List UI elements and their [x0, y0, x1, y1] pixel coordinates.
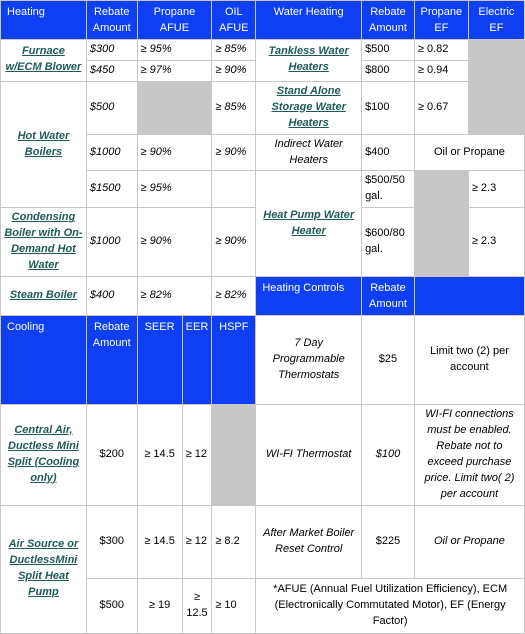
propane-afue-value: ≥ 82% — [137, 277, 212, 315]
rebate-value: $500 — [86, 578, 137, 633]
oil-afue-value: ≥ 90% — [212, 60, 256, 81]
hot-water-boilers-link[interactable]: Hot Water Boilers — [17, 129, 70, 158]
rebate-value: $100 — [362, 404, 414, 505]
empty-grey-cell — [137, 81, 212, 134]
condensing-boiler-link[interactable]: Condensing Boiler with On-Demand Hot Wat… — [4, 211, 83, 272]
empty-grey-cell — [212, 404, 256, 505]
wifi-note: WI-FI connections must be enabled. Rebat… — [414, 404, 524, 505]
rebate-value: $500/50 gal. — [362, 171, 414, 208]
propane-afue-value: ≥ 95% — [137, 39, 212, 60]
propane-afue-value: ≥ 97% — [137, 60, 212, 81]
water-rebate-header: Rebate Amount — [362, 1, 414, 39]
hspf-header: HSPF — [212, 315, 256, 404]
tankless-cell[interactable]: Tankless Water Heaters — [256, 39, 362, 81]
empty-grey-cell — [468, 81, 524, 134]
propane-afue-header: Propane AFUE — [137, 1, 212, 39]
rebate-value: $300 — [86, 505, 137, 578]
propane-afue-value: ≥ 90% — [137, 208, 212, 277]
storage-cell[interactable]: Stand Alone Storage Water Heaters — [256, 81, 362, 134]
programmable-thermostat-label: 7 Day Programmable Thermostats — [256, 315, 362, 404]
water-heating-header: Water Heating — [256, 1, 362, 39]
empty-grey-cell — [414, 171, 468, 208]
furnace-cell[interactable]: Furnace w/ECM Blower — [1, 39, 86, 81]
electric-ef-header: Electric EF — [468, 1, 524, 39]
oil-afue-value: ≥ 90% — [212, 208, 256, 277]
oil-afue-value: ≥ 85% — [212, 39, 256, 60]
empty-grey-cell — [468, 39, 524, 60]
central-air-cell[interactable]: Central Air, Ductless Mini Split (Coolin… — [1, 404, 86, 505]
fuel-note: Oil or Propane — [414, 505, 524, 578]
fuel-value: Oil or Propane — [414, 134, 524, 171]
wifi-thermostat-label: WI-FI Thermostat — [256, 404, 362, 505]
rebate-value: $400 — [362, 134, 414, 171]
propane-afue-value: ≥ 95% — [137, 171, 212, 208]
rebate-value: $25 — [362, 315, 414, 404]
empty-cell — [212, 171, 256, 208]
rebate-value: $400 — [86, 277, 137, 315]
seer-value: ≥ 14.5 — [137, 505, 182, 578]
eer-value: ≥ 12 — [182, 404, 212, 505]
oil-afue-value: ≥ 90% — [212, 134, 256, 171]
empty-grey-cell — [414, 208, 468, 277]
steam-boiler-cell[interactable]: Steam Boiler — [1, 277, 86, 315]
eer-value: ≥ 12 — [182, 505, 212, 578]
rebate-value: $200 — [86, 404, 137, 505]
footnote: *AFUE (Annual Fuel Utilization Efficienc… — [256, 578, 524, 633]
hspf-value: ≥ 8.2 — [212, 505, 256, 578]
heat-pump-water-cell[interactable]: Heat Pump Water Heater — [256, 171, 362, 277]
limit-note: Limit two (2) per account — [414, 315, 524, 404]
propane-ef-header: Propane EF — [414, 1, 468, 39]
hspf-value: ≥ 10 — [212, 578, 256, 633]
eer-header: EER — [182, 315, 212, 404]
rebate-value: $300 — [86, 39, 137, 60]
air-source-cell[interactable]: Air Source or DuctlessMini Split Heat Pu… — [1, 505, 86, 633]
empty-grey-cell — [468, 60, 524, 81]
tankless-link[interactable]: Tankless Water Heaters — [268, 45, 349, 74]
oil-afue-header: OIL AFUE — [212, 1, 256, 39]
rebate-value: $225 — [362, 505, 414, 578]
rebate-value: $500 — [362, 39, 414, 60]
storage-link[interactable]: Stand Alone Storage Water Heaters — [271, 84, 346, 129]
heating-rebate-header: Rebate Amount — [86, 1, 137, 39]
rebate-value: $450 — [86, 60, 137, 81]
heating-header: Heating — [1, 1, 86, 39]
hot-water-boilers-cell[interactable]: Hot Water Boilers — [1, 81, 86, 208]
central-air-link[interactable]: Central Air, Ductless Mini Split (Coolin… — [7, 423, 80, 484]
condensing-boiler-cell[interactable]: Condensing Boiler with On-Demand Hot Wat… — [1, 208, 86, 277]
rebate-value: $1000 — [86, 208, 137, 277]
seer-value: ≥ 19 — [137, 578, 182, 633]
indirect-label: Indirect Water Heaters — [256, 134, 362, 171]
heat-pump-water-link[interactable]: Heat Pump Water Heater — [263, 208, 355, 237]
electric-ef-value: ≥ 2.3 — [468, 208, 524, 277]
cooling-rebate-header: Rebate Amount — [86, 315, 137, 404]
reset-control-label: After Market Boiler Reset Control — [256, 505, 362, 578]
steam-boiler-link[interactable]: Steam Boiler — [9, 289, 78, 302]
rebate-value: $1500 — [86, 171, 137, 208]
propane-ef-value: ≥ 0.67 — [414, 81, 468, 134]
air-source-link[interactable]: Air Source or DuctlessMini Split Heat Pu… — [8, 538, 79, 598]
propane-ef-value: ≥ 0.94 — [414, 60, 468, 81]
propane-ef-value: ≥ 0.82 — [414, 39, 468, 60]
seer-header: SEER — [137, 315, 182, 404]
rebate-value: $600/80 gal. — [362, 208, 414, 277]
oil-afue-value: ≥ 82% — [212, 277, 256, 315]
heating-controls-header: Heating Controls — [256, 277, 362, 315]
header-blank — [414, 277, 524, 315]
rebate-value: $800 — [362, 60, 414, 81]
electric-ef-value: ≥ 2.3 — [468, 171, 524, 208]
eer-value: ≥ 12.5 — [182, 578, 212, 633]
controls-rebate-header: Rebate Amount — [362, 277, 414, 315]
rebate-value: $100 — [362, 81, 414, 134]
cooling-header: Cooling — [1, 315, 86, 404]
propane-afue-value: ≥ 90% — [137, 134, 212, 171]
rebate-value: $1000 — [86, 134, 137, 171]
seer-value: ≥ 14.5 — [137, 404, 182, 505]
rebate-value: $500 — [86, 81, 137, 134]
furnace-link[interactable]: Furnace w/ECM Blower — [5, 45, 82, 74]
oil-afue-value: ≥ 85% — [212, 81, 256, 134]
